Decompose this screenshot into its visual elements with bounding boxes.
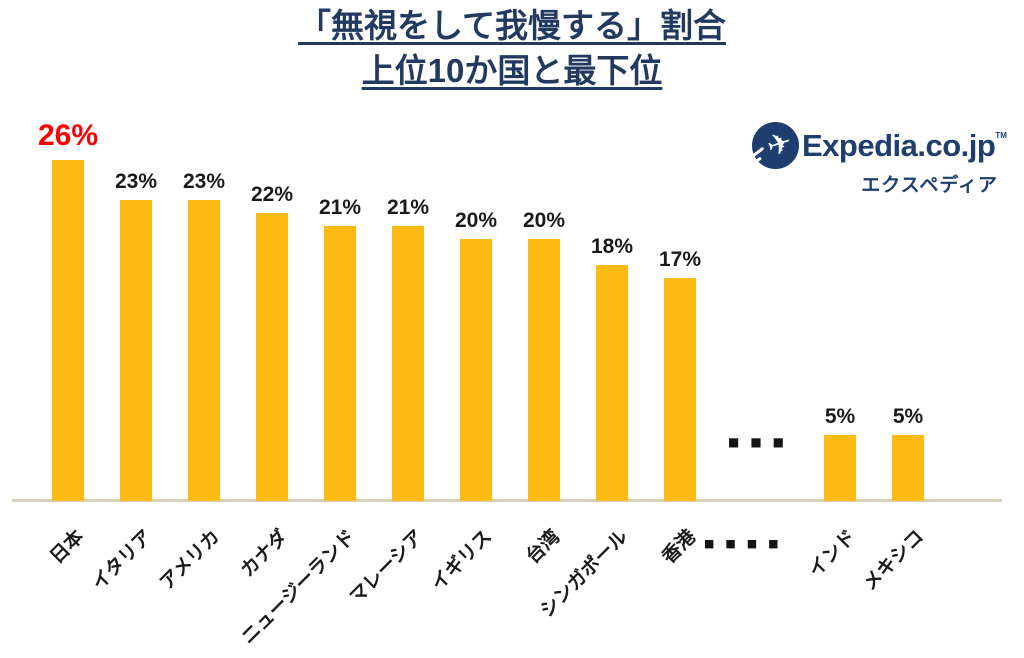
bar xyxy=(256,213,288,501)
chart-title: 「無視をして我慢する」割合 上位10か国と最下位 xyxy=(0,4,1024,94)
value-label: 17% xyxy=(658,247,702,271)
bar xyxy=(188,200,220,501)
bar xyxy=(892,435,924,501)
bar xyxy=(52,160,84,501)
bar xyxy=(528,239,560,501)
expedia-logo-row: ✈ Expedia.co.jpTM xyxy=(750,122,1008,169)
value-label: 20% xyxy=(522,208,566,232)
logo-trademark: TM xyxy=(995,130,1007,140)
category-label: メキシコ xyxy=(859,526,929,595)
category-label: 台湾 xyxy=(522,526,565,569)
bar xyxy=(460,239,492,501)
x-axis-line xyxy=(12,499,1002,502)
category-label: アメリカ xyxy=(156,526,225,595)
chart-title-line1: 「無視をして我慢する」割合 xyxy=(297,7,726,44)
bar xyxy=(120,200,152,501)
category-label: 香港 xyxy=(658,526,701,569)
value-label: 18% xyxy=(590,234,634,258)
logo-brand-text: Expedia.co.jpTM xyxy=(802,128,1007,164)
value-label: 23% xyxy=(182,169,226,193)
value-label: 20% xyxy=(454,208,498,232)
value-label: 5% xyxy=(824,404,856,428)
category-label: イギリス xyxy=(427,526,497,595)
expedia-globe-icon: ✈ xyxy=(750,122,799,169)
bar xyxy=(824,435,856,501)
category-label: インド xyxy=(804,526,861,582)
category-label: 日本 xyxy=(46,526,89,569)
category-label: カナダ xyxy=(236,526,293,582)
category-label: イタリア xyxy=(88,526,157,595)
logo-subtitle: エクスペディア xyxy=(861,175,998,196)
value-label: 21% xyxy=(386,195,430,219)
bar xyxy=(664,278,696,501)
bar xyxy=(324,226,356,501)
category-label: マレーシア xyxy=(346,526,429,609)
bar xyxy=(392,226,424,501)
value-label: 5% xyxy=(892,404,924,428)
chart-title-line2: 上位10か国と最下位 xyxy=(361,51,663,89)
value-label: 26% xyxy=(37,119,99,152)
omitted-countries-ellipsis-plot: ■■■ xyxy=(728,435,796,449)
value-label: 21% xyxy=(318,195,362,219)
value-label: 23% xyxy=(114,169,158,193)
omitted-countries-ellipsis-axis: ■■■■ xyxy=(704,537,790,550)
bar xyxy=(596,265,628,501)
value-label: 22% xyxy=(250,182,294,206)
logo-brand-label: Expedia.co.jp xyxy=(802,127,996,163)
expedia-logo: ✈ Expedia.co.jpTM エクスペディア xyxy=(750,122,1008,197)
